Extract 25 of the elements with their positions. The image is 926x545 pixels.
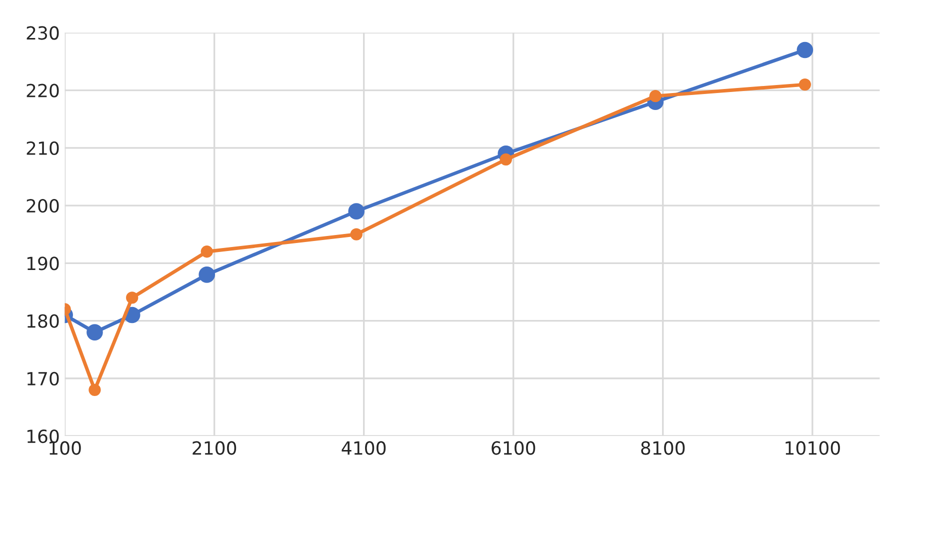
x-tick-label: 100 xyxy=(50,441,81,455)
point xyxy=(798,78,812,91)
point xyxy=(88,384,101,396)
point xyxy=(126,292,138,304)
point xyxy=(200,246,213,258)
point xyxy=(350,228,362,240)
point xyxy=(198,266,216,283)
point xyxy=(796,42,814,58)
y-tick-label: 160 xyxy=(27,429,59,444)
y-tick-label: 210 xyxy=(26,141,59,156)
y-tick-label: 180 xyxy=(27,314,59,328)
point xyxy=(500,153,512,166)
x-tick-label: 8100 xyxy=(641,441,685,455)
point xyxy=(86,324,103,340)
y-tick-label: 190 xyxy=(27,256,59,270)
y-tick-label: 230 xyxy=(26,26,59,40)
y-tick-label: 200 xyxy=(26,199,59,213)
point xyxy=(649,90,662,102)
x-tick-label: 4100 xyxy=(342,441,386,455)
y-tick-label: 220 xyxy=(26,84,59,98)
x-tick-label: 10100 xyxy=(786,441,840,455)
y-tick-label: 170 xyxy=(27,372,59,386)
point xyxy=(348,203,365,220)
x-tick-label: 6100 xyxy=(492,441,536,455)
x-tick-label: 2100 xyxy=(192,441,236,455)
